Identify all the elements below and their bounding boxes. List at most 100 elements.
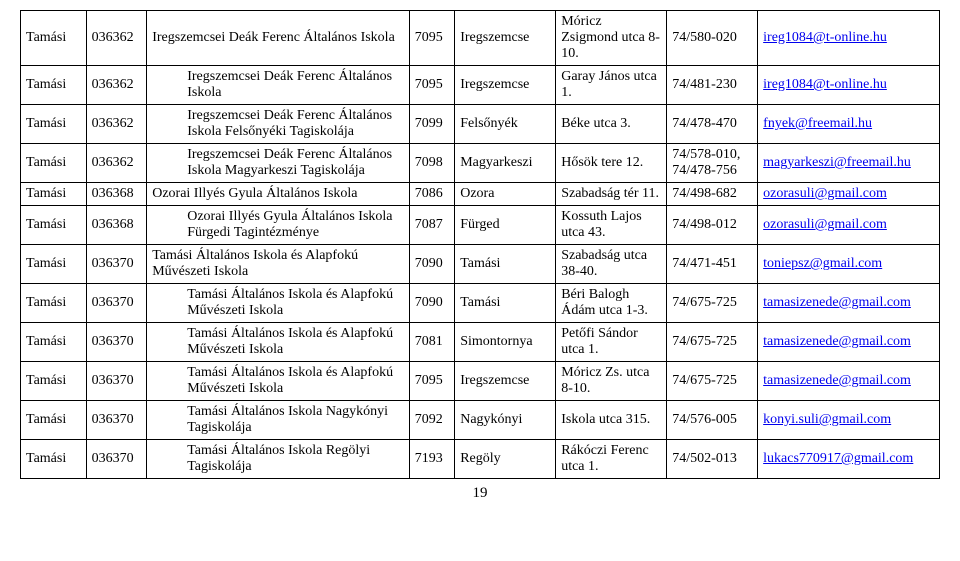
email-cell: tamasizenede@gmail.com [758,362,940,401]
school-name-cell: Iregszemcsei Deák Ferenc Általános Iskol… [147,11,410,66]
phone-cell: 74/498-682 [667,183,758,206]
email-link[interactable]: tamasizenede@gmail.com [763,334,911,349]
school-name-cell: Tamási Általános Iskola Regölyi Tagiskol… [147,440,410,479]
city-cell: Regöly [455,440,556,479]
city-cell: Nagykónyi [455,401,556,440]
school-name-cell: Iregszemcsei Deák Ferenc Általános Iskol… [147,66,410,105]
email-link[interactable]: ozorasuli@gmail.com [763,186,887,201]
phone-cell: 74/675-725 [667,284,758,323]
address-cell: Móricz Zsigmond utca 8-10. [556,11,667,66]
email-cell: fnyek@freemail.hu [758,105,940,144]
email-link[interactable]: ireg1084@t-online.hu [763,30,887,45]
email-cell: ozorasuli@gmail.com [758,183,940,206]
email-link[interactable]: magyarkeszi@freemail.hu [763,155,911,170]
district-cell: Tamási [21,11,87,66]
phone-cell: 74/576-005 [667,401,758,440]
code-cell: 036368 [86,206,147,245]
district-cell: Tamási [21,440,87,479]
address-cell: Rákóczi Ferenc utca 1. [556,440,667,479]
zip-cell: 7090 [409,284,454,323]
table-row: Tamási036362Iregszemcsei Deák Ferenc Ált… [21,66,940,105]
school-name-cell: Tamási Általános Iskola és Alapfokú Művé… [147,323,410,362]
phone-cell: 74/675-725 [667,362,758,401]
zip-cell: 7095 [409,362,454,401]
address-cell: Móricz Zs. utca 8-10. [556,362,667,401]
email-link[interactable]: tamasizenede@gmail.com [763,295,911,310]
table-row: Tamási036362Iregszemcsei Deák Ferenc Ált… [21,144,940,183]
email-link[interactable]: konyi.suli@gmail.com [763,412,891,427]
table-row: Tamási036370Tamási Általános Iskola Regö… [21,440,940,479]
email-cell: ireg1084@t-online.hu [758,66,940,105]
school-name-cell: Tamási Általános Iskola és Alapfokú Művé… [147,245,410,284]
address-cell: Szabadság utca 38-40. [556,245,667,284]
school-name-cell: Ozorai Illyés Gyula Általános Iskola [147,183,410,206]
address-cell: Kossuth Lajos utca 43. [556,206,667,245]
phone-cell: 74/675-725 [667,323,758,362]
email-cell: tamasizenede@gmail.com [758,284,940,323]
zip-cell: 7099 [409,105,454,144]
code-cell: 036362 [86,144,147,183]
email-link[interactable]: ireg1084@t-online.hu [763,77,887,92]
code-cell: 036362 [86,105,147,144]
zip-cell: 7098 [409,144,454,183]
address-cell: Hősök tere 12. [556,144,667,183]
school-name-cell: Tamási Általános Iskola és Alapfokú Művé… [147,284,410,323]
district-cell: Tamási [21,323,87,362]
address-cell: Béke utca 3. [556,105,667,144]
code-cell: 036370 [86,284,147,323]
code-cell: 036362 [86,11,147,66]
district-cell: Tamási [21,284,87,323]
city-cell: Iregszemcse [455,362,556,401]
school-name-cell: Tamási Általános Iskola Nagykónyi Tagisk… [147,401,410,440]
zip-cell: 7081 [409,323,454,362]
zip-cell: 7095 [409,66,454,105]
email-cell: toniepsz@gmail.com [758,245,940,284]
email-link[interactable]: ozorasuli@gmail.com [763,217,887,232]
table-row: Tamási036368Ozorai Illyés Gyula Általáno… [21,206,940,245]
email-link[interactable]: lukacs770917@gmail.com [763,451,913,466]
phone-cell: 74/502-013 [667,440,758,479]
code-cell: 036370 [86,362,147,401]
table-row: Tamási036370Tamási Általános Iskola és A… [21,362,940,401]
code-cell: 036368 [86,183,147,206]
address-cell: Béri Balogh Ádám utca 1-3. [556,284,667,323]
district-cell: Tamási [21,105,87,144]
phone-cell: 74/471-451 [667,245,758,284]
school-name-cell: Iregszemcsei Deák Ferenc Általános Iskol… [147,144,410,183]
city-cell: Fürged [455,206,556,245]
email-link[interactable]: fnyek@freemail.hu [763,116,872,131]
email-link[interactable]: toniepsz@gmail.com [763,256,882,271]
district-cell: Tamási [21,66,87,105]
phone-cell: 74/481-230 [667,66,758,105]
district-cell: Tamási [21,206,87,245]
address-cell: Iskola utca 315. [556,401,667,440]
address-cell: Garay János utca 1. [556,66,667,105]
city-cell: Ozora [455,183,556,206]
district-cell: Tamási [21,144,87,183]
city-cell: Simontornya [455,323,556,362]
code-cell: 036370 [86,245,147,284]
district-cell: Tamási [21,401,87,440]
email-cell: konyi.suli@gmail.com [758,401,940,440]
district-cell: Tamási [21,362,87,401]
email-link[interactable]: tamasizenede@gmail.com [763,373,911,388]
table-row: Tamási036370Tamási Általános Iskola és A… [21,284,940,323]
district-cell: Tamási [21,245,87,284]
table-row: Tamási036370Tamási Általános Iskola Nagy… [21,401,940,440]
school-name-cell: Tamási Általános Iskola és Alapfokú Művé… [147,362,410,401]
city-cell: Tamási [455,284,556,323]
zip-cell: 7086 [409,183,454,206]
phone-cell: 74/478-470 [667,105,758,144]
school-name-cell: Iregszemcsei Deák Ferenc Általános Iskol… [147,105,410,144]
zip-cell: 7087 [409,206,454,245]
city-cell: Iregszemcse [455,11,556,66]
code-cell: 036370 [86,440,147,479]
code-cell: 036362 [86,66,147,105]
code-cell: 036370 [86,323,147,362]
email-cell: lukacs770917@gmail.com [758,440,940,479]
district-cell: Tamási [21,183,87,206]
email-cell: ireg1084@t-online.hu [758,11,940,66]
schools-table: Tamási036362Iregszemcsei Deák Ferenc Ált… [20,10,940,479]
school-name-cell: Ozorai Illyés Gyula Általános Iskola Für… [147,206,410,245]
city-cell: Magyarkeszi [455,144,556,183]
